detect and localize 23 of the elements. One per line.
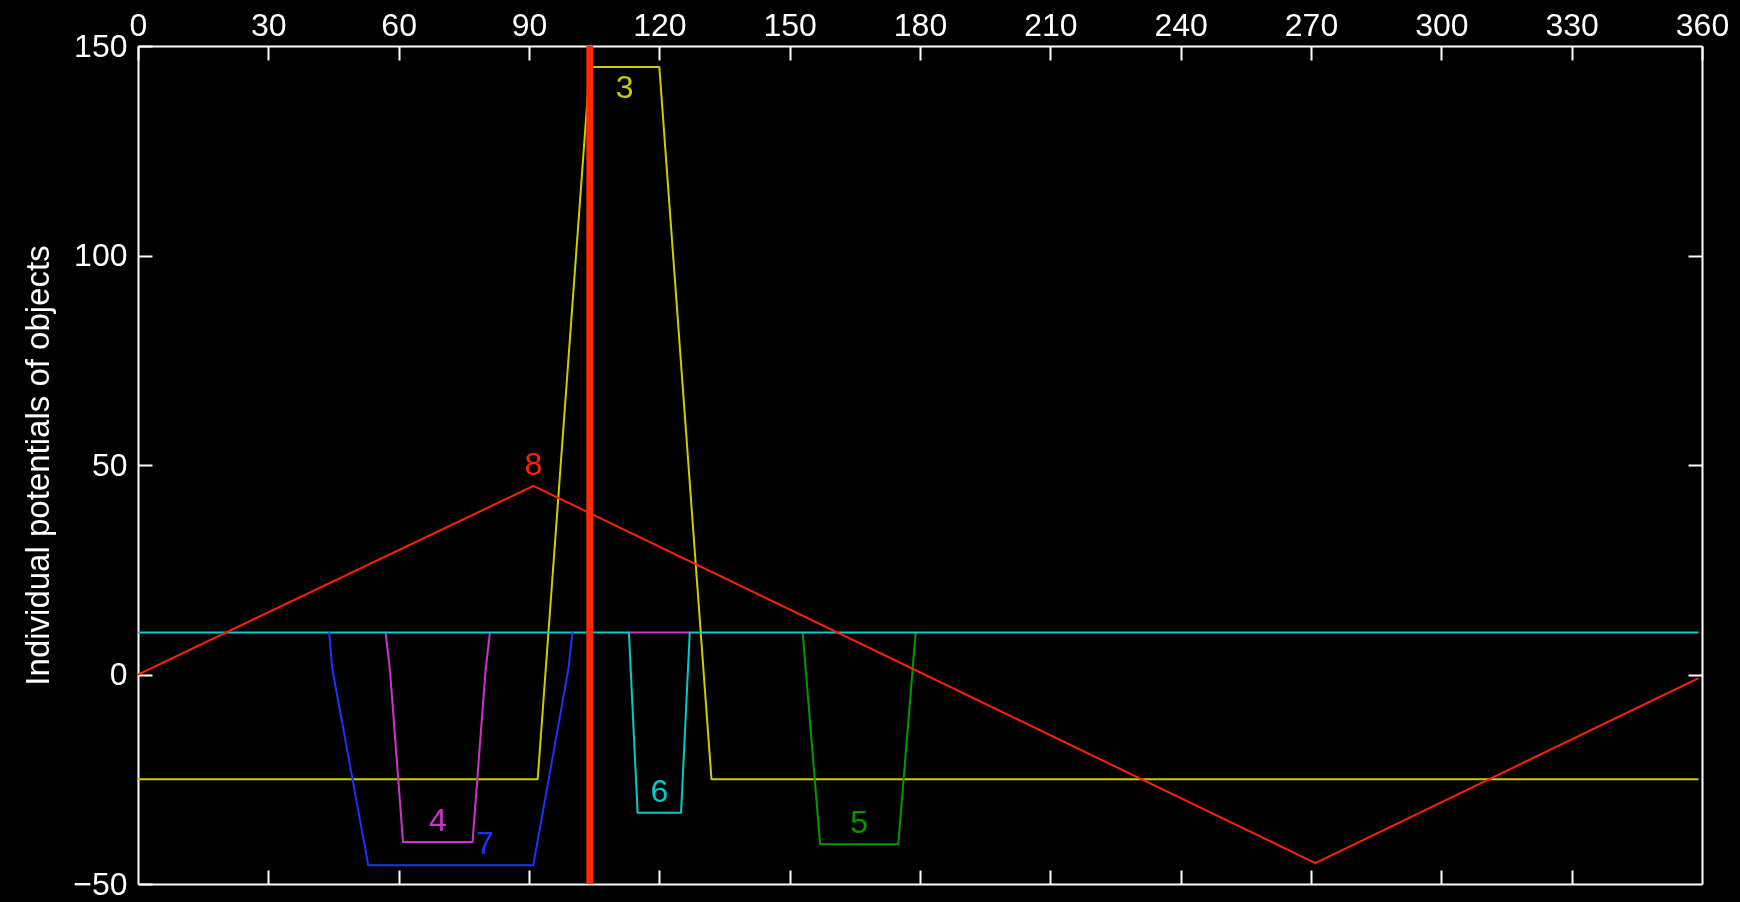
x-tick-label: 360 [1675, 6, 1730, 43]
y-axis-title: Individual potentials of objects [18, 245, 56, 686]
y-tick-label: 50 [91, 446, 128, 483]
x-tick-label: 150 [763, 6, 817, 43]
x-tick-label: 60 [381, 6, 417, 43]
y-tick-label: 0 [109, 656, 128, 692]
y-tick-label: −50 [73, 865, 128, 902]
x-tick-label: 90 [511, 6, 548, 43]
series-label: 7 [475, 825, 494, 862]
x-tick-label: 120 [633, 6, 687, 43]
series-label: 8 [524, 445, 543, 482]
x-tick-label: 210 [1024, 6, 1078, 43]
series-label: 3 [615, 69, 634, 106]
series-label: 5 [850, 804, 869, 841]
series-label: 4 [428, 802, 447, 839]
x-tick-label: 300 [1415, 6, 1469, 43]
x-tick-label: 240 [1154, 6, 1208, 43]
x-tick-label: 270 [1284, 6, 1339, 43]
y-tick-label: 100 [74, 237, 128, 273]
x-tick-label: 30 [251, 6, 287, 43]
x-tick-label: 180 [893, 6, 948, 43]
x-tick-label: 330 [1545, 6, 1599, 43]
series-label: 6 [650, 772, 669, 809]
